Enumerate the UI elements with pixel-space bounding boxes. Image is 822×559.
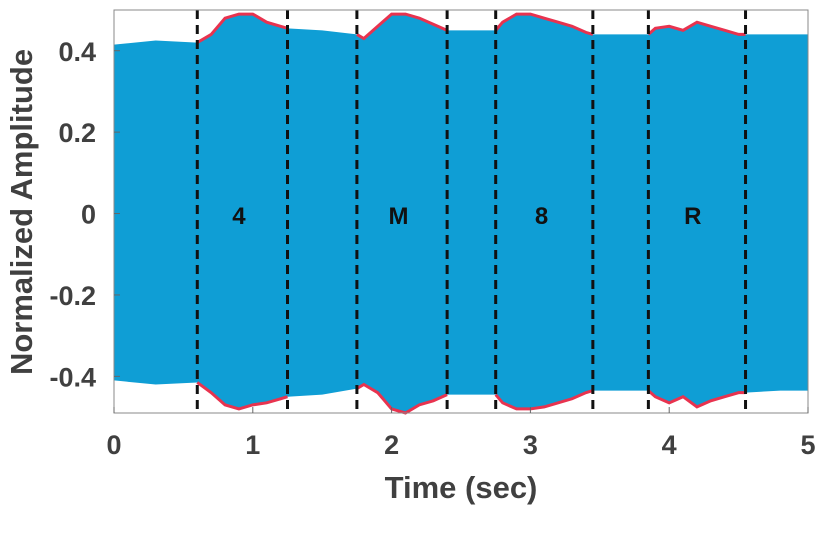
annotation: R [684,203,701,230]
y-tick-label: -0.4 [49,362,96,392]
y-axis-label: Normalized Amplitude [4,49,39,375]
x-tick-label: 4 [662,430,677,460]
envelope [494,12,594,36]
annotation: M [389,203,409,230]
y-tick-label: -0.2 [49,281,96,311]
x-axis-label: Time (sec) [385,470,538,505]
envelope [196,12,288,44]
x-tick-label: 1 [245,430,260,460]
envelope [647,20,746,36]
annotation: 8 [535,203,548,230]
envelope [356,382,448,415]
envelope [494,389,594,411]
y-tick-label: 0.2 [58,118,96,148]
y-tick-label: 0.4 [58,37,96,67]
x-tick-label: 3 [523,430,538,460]
envelope [356,12,448,41]
x-tick-label: 0 [106,430,121,460]
envelope [196,381,288,411]
envelope [647,389,746,409]
x-tick-label: 5 [800,430,815,460]
x-tick-label: 2 [384,430,399,460]
signal-area [114,14,808,413]
annotation: 4 [232,203,246,230]
plot-frame [113,9,809,414]
y-tick-label: 0 [81,200,96,230]
